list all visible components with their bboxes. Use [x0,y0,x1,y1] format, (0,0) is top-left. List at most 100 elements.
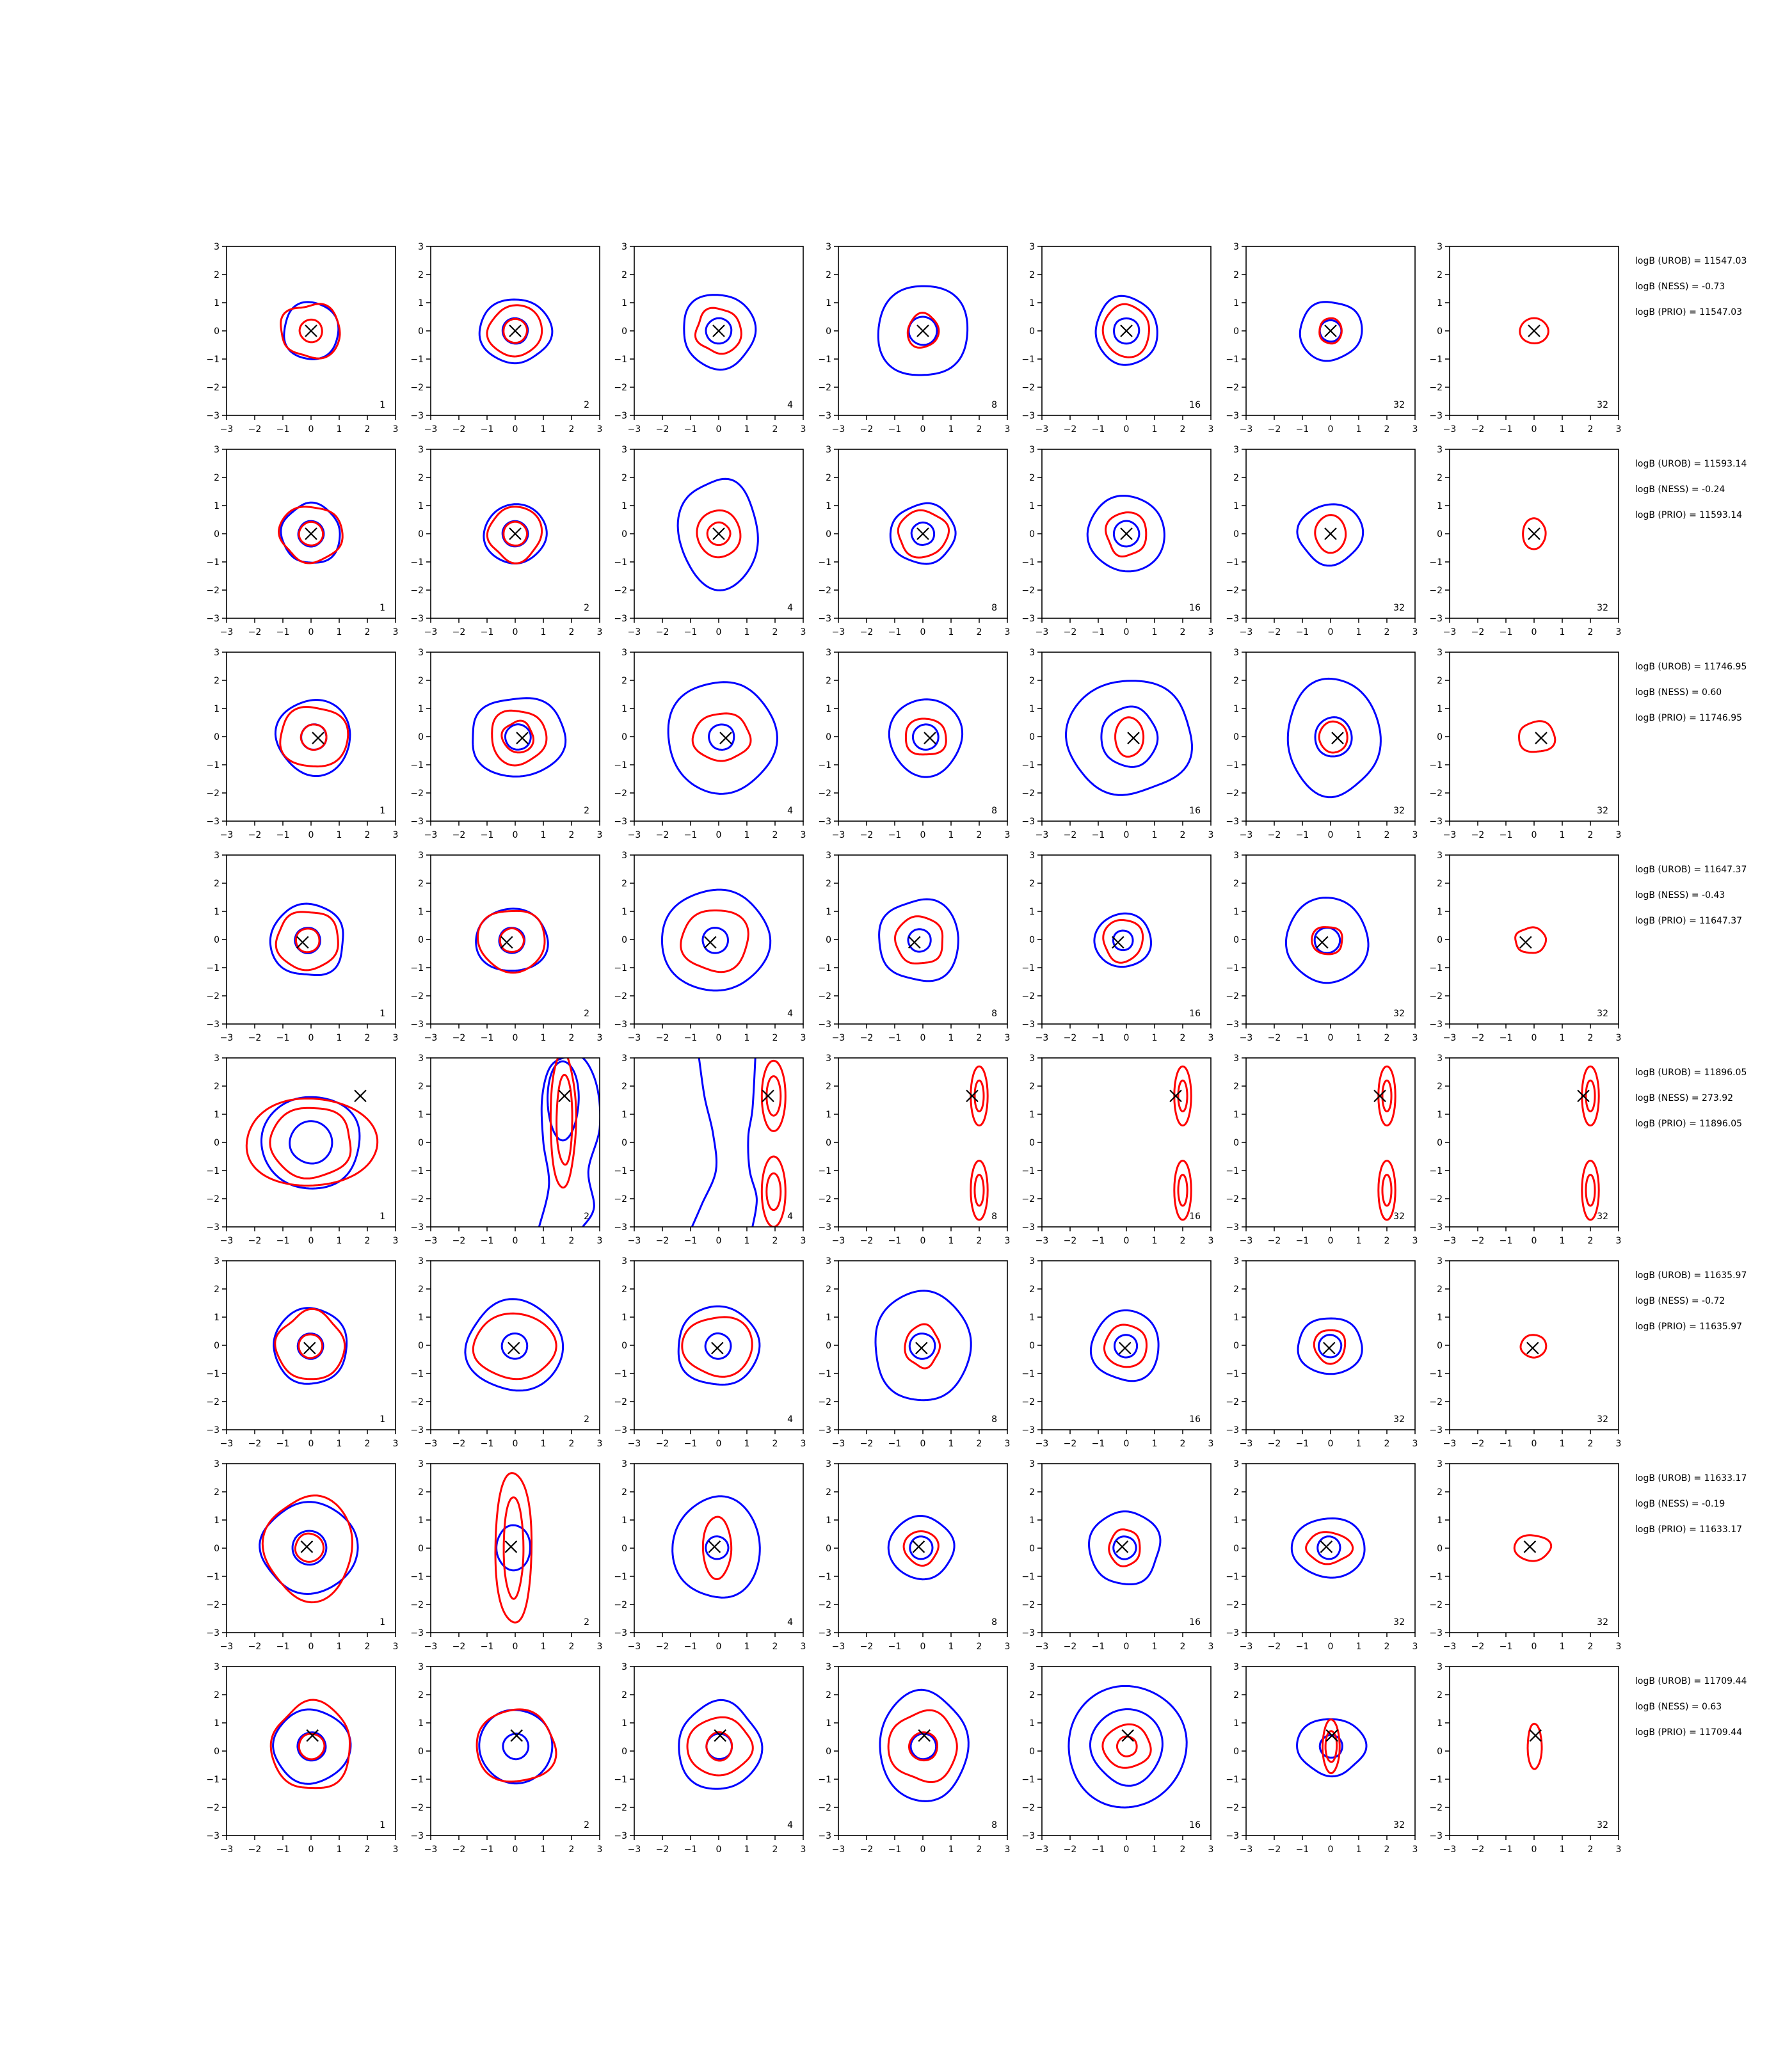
inner-contour [502,520,529,547]
y-tick-label: −1 [206,1166,220,1176]
inner-contour [1101,303,1150,358]
y-tick-label: 3 [1437,1256,1443,1267]
x-tick-label: −1 [481,424,494,435]
y-tick-label: −2 [410,586,424,596]
x-tick-label: 3 [393,424,399,435]
inner-contour [274,1308,346,1380]
panel-frame [1449,1260,1619,1430]
x-tick-label: 3 [1412,830,1418,840]
y-tick-label: −2 [206,1397,220,1407]
y-tick-label: 1 [418,907,424,917]
x-tick-label: −3 [1240,1844,1253,1855]
inner-contour [904,717,947,756]
panel-r3-c1: −3−3 −2 −2 −1 −1 0 0 1 1 2 2 3 3 1 [206,648,398,840]
panel-number: 32 [1597,1820,1608,1830]
panel-frame [838,1260,1008,1430]
y-tick-label: −2 [1429,383,1443,393]
x-tick-label: 2 [977,830,982,840]
x-tick-label: 1 [744,1844,750,1855]
x-tick-label: −2 [656,1439,669,1449]
y-tick-label: −1 [1021,1572,1035,1582]
inner-contour [1377,1160,1396,1221]
outer-contour [1299,301,1363,362]
y-tick-label: 0 [1437,1341,1443,1351]
inner-contour [476,1708,557,1783]
x-tick-label: −2 [1471,1844,1485,1855]
x-tick-label: 0 [1124,830,1130,840]
panel-contours [1526,1722,1543,1770]
y-tick-label: 3 [418,1459,424,1469]
outer-contour [1314,716,1353,758]
panel-r6-c7: −3−3 −2 −2 −1 −1 0 0 1 1 2 2 3 3 32 [1429,1256,1621,1449]
y-tick-label: −1 [818,760,831,771]
row-annotation: logB (UROB) = 11593.14 [1635,459,1747,469]
x-tick-label: −3 [424,1439,438,1449]
panel-frame [634,1666,804,1836]
panel-number: 1 [380,400,385,410]
y-tick-label: 2 [418,1082,424,1092]
y-tick-label: 3 [1029,648,1035,658]
y-tick-label: 1 [214,704,220,714]
inner-contour [486,506,543,564]
x-tick-label: 2 [365,1033,371,1043]
y-tick-label: −1 [614,355,627,365]
panel-number: 32 [1597,400,1608,410]
y-tick-label: 0 [214,529,220,540]
panel-number: 1 [380,806,385,816]
outer-contour [708,723,735,751]
panel-contours [538,1058,600,1227]
outer-contour [1094,294,1158,366]
true-value-marker [303,1341,316,1355]
outer-contour [472,697,567,778]
x-tick-label: 0 [920,830,926,840]
x-tick-label: −2 [656,1236,669,1246]
y-tick-label: −2 [206,788,220,799]
panel-contours [966,1065,989,1221]
x-tick-label: 2 [1384,1236,1390,1246]
panel-r3-c7: −3−3 −2 −2 −1 −1 0 0 1 1 2 2 3 3 32 [1429,648,1621,840]
inner-contour [295,927,321,954]
panel-r7-c4: −3−3 −2 −2 −1 −1 0 0 1 1 2 2 3 3 8 [818,1459,1010,1652]
panel-r1-c1: −3−3 −2 −2 −1 −1 0 0 1 1 2 2 3 3 1 [206,242,398,435]
y-tick-label: 2 [826,676,831,686]
y-tick-label: −1 [410,1572,424,1582]
y-tick-label: 0 [418,1544,424,1554]
x-tick-label: 0 [1532,830,1537,840]
x-tick-label: 3 [597,1033,603,1043]
x-tick-label: 0 [1124,1642,1130,1652]
y-tick-label: −2 [410,1194,424,1204]
y-tick-label: 1 [418,704,424,714]
y-tick-label: 2 [1437,1082,1443,1092]
y-tick-label: 2 [621,676,627,686]
panel-number: 32 [1393,1414,1405,1425]
y-tick-label: −2 [818,586,831,596]
y-tick-label: 0 [621,1138,627,1148]
y-tick-label: −3 [1021,817,1035,827]
x-tick-label: 1 [337,830,342,840]
x-tick-label: −2 [1268,424,1281,435]
outer-contour [538,1058,600,1227]
panel-r7-c7: −3−3 −2 −2 −1 −1 0 0 1 1 2 2 3 3 32 [1429,1459,1621,1652]
y-tick-label: −2 [1226,1600,1239,1610]
true-value-marker [312,732,324,744]
panel-contours [889,502,957,565]
x-tick-label: −2 [1064,1033,1077,1043]
x-tick-label: 2 [772,1236,778,1246]
y-tick-label: −2 [818,788,831,799]
panel-frame [430,1463,600,1633]
x-tick-label: 1 [1560,627,1565,637]
x-tick-label: 2 [1588,1033,1594,1043]
y-tick-label: −1 [614,1572,627,1582]
x-tick-label: 2 [977,1642,982,1652]
panel-r7-c2: −3−3 −2 −2 −1 −1 0 0 1 1 2 2 3 3 2 [410,1459,602,1652]
panel-frame [634,854,804,1025]
x-tick-label: −1 [888,627,902,637]
x-tick-label: 0 [1328,627,1334,637]
x-tick-label: −1 [1500,1236,1513,1246]
x-tick-label: 3 [597,830,603,840]
y-tick-label: −1 [1021,1166,1035,1176]
y-tick-label: 0 [1029,1747,1035,1757]
x-tick-label: 3 [1412,1033,1418,1043]
y-tick-label: 3 [418,1256,424,1267]
y-tick-label: 3 [214,851,220,861]
